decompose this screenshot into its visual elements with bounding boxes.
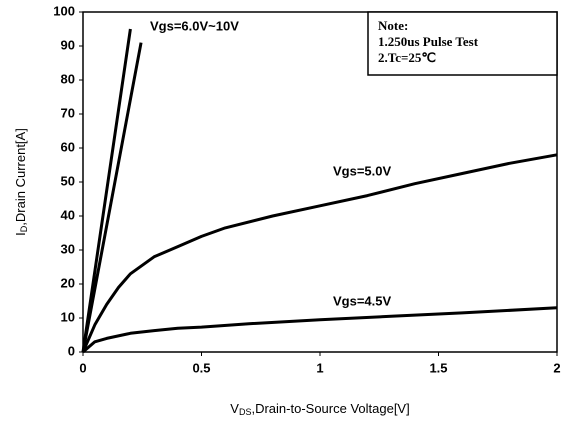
note-box bbox=[367, 11, 558, 76]
y-tick-label: 70 bbox=[61, 105, 75, 120]
series-label: Vgs=6.0V~10V bbox=[150, 18, 239, 33]
series-label: Vgs=4.5V bbox=[333, 293, 392, 308]
y-tick-label: 0 bbox=[68, 343, 75, 358]
y-tick-label: 10 bbox=[61, 309, 75, 324]
y-tick-label: 50 bbox=[61, 173, 75, 188]
y-tick-label: 90 bbox=[61, 37, 75, 52]
series-line bbox=[81, 153, 558, 353]
y-axis-label: ID,Drain Current[A] bbox=[13, 128, 29, 236]
y-tick-label: 40 bbox=[61, 207, 75, 222]
series-line bbox=[82, 306, 558, 354]
x-tick-label: 1.5 bbox=[429, 360, 447, 375]
y-tick-label: 80 bbox=[61, 71, 75, 86]
y-tick-label: 60 bbox=[61, 139, 75, 154]
x-tick-label: 2 bbox=[553, 360, 560, 375]
note-line: 1.250us Pulse Test bbox=[378, 34, 479, 49]
x-axis-label: VDS,Drain-to-Source Voltage[V] bbox=[230, 401, 409, 417]
y-tick-label: 30 bbox=[61, 241, 75, 256]
x-tick-label: 1 bbox=[316, 360, 323, 375]
y-tick-label: 20 bbox=[61, 275, 75, 290]
series-label: Vgs=5.0V bbox=[333, 163, 392, 178]
series-line bbox=[81, 28, 143, 353]
x-tick-label: 0.5 bbox=[192, 360, 210, 375]
x-tick-label: 0 bbox=[79, 360, 86, 375]
note-line: 2.Tc=25℃ bbox=[378, 50, 436, 65]
note-line: Note: bbox=[378, 18, 408, 33]
y-tick-label: 100 bbox=[53, 3, 75, 18]
